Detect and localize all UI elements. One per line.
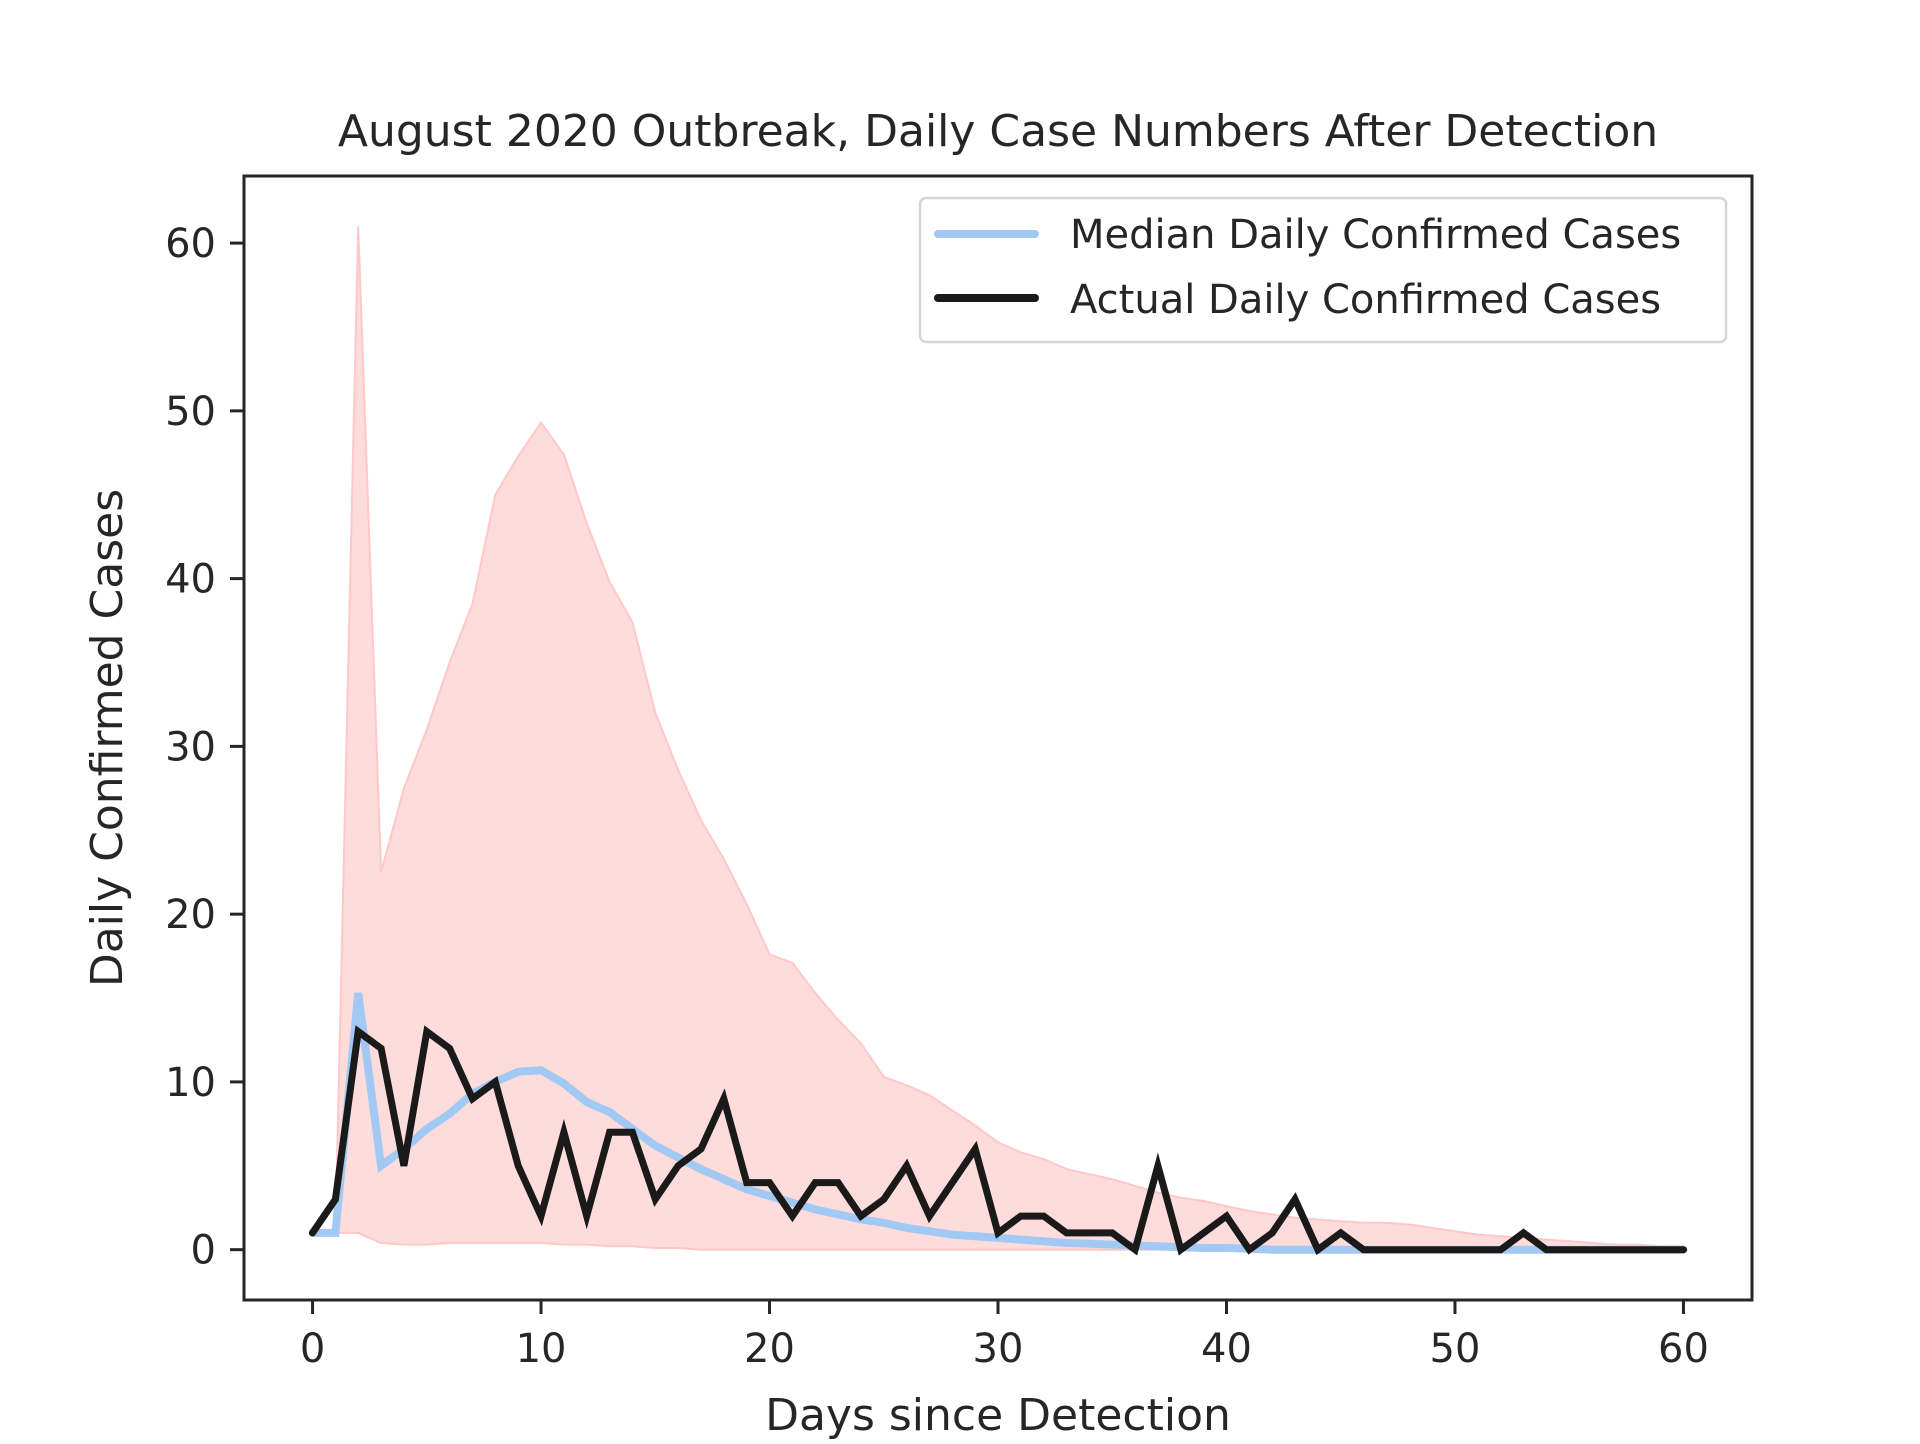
y-tick-label: 0 — [191, 1228, 216, 1274]
y-tick-label: 10 — [165, 1060, 216, 1106]
x-tick-label: 10 — [516, 1326, 567, 1372]
x-tick-label: 60 — [1658, 1326, 1709, 1372]
chart-title: August 2020 Outbreak, Daily Case Numbers… — [338, 106, 1658, 157]
y-tick-label: 40 — [165, 557, 216, 603]
y-tick-label: 30 — [165, 724, 216, 770]
legend-box — [918, 196, 1728, 344]
x-axis-label: Days since Detection — [765, 1390, 1231, 1440]
legend: Median Daily Confirmed Cases Actual Dail… — [918, 196, 1728, 344]
confidence-band-layer — [312, 226, 1685, 1251]
x-axis-ticks: 0 10 20 30 40 50 60 — [300, 1300, 1709, 1372]
x-tick-label: 30 — [973, 1326, 1024, 1372]
series-layer — [308, 992, 1688, 1256]
y-tick-label: 50 — [165, 389, 216, 435]
x-tick-label: 50 — [1430, 1326, 1481, 1372]
y-tick-label: 60 — [165, 221, 216, 267]
x-tick-label: 0 — [300, 1326, 325, 1372]
series-line-actual — [309, 1025, 1687, 1256]
legend-label-actual: Actual Daily Confirmed Cases — [1070, 277, 1661, 323]
y-axis-ticks: 0 10 20 30 40 50 60 — [165, 221, 244, 1274]
x-tick-label: 40 — [1201, 1326, 1252, 1372]
legend-label-median: Median Daily Confirmed Cases — [1070, 212, 1681, 258]
x-tick-label: 20 — [744, 1326, 795, 1372]
y-axis-label: Daily Confirmed Cases — [82, 489, 133, 987]
confidence-band — [312, 226, 1685, 1251]
y-tick-label: 20 — [165, 892, 216, 938]
